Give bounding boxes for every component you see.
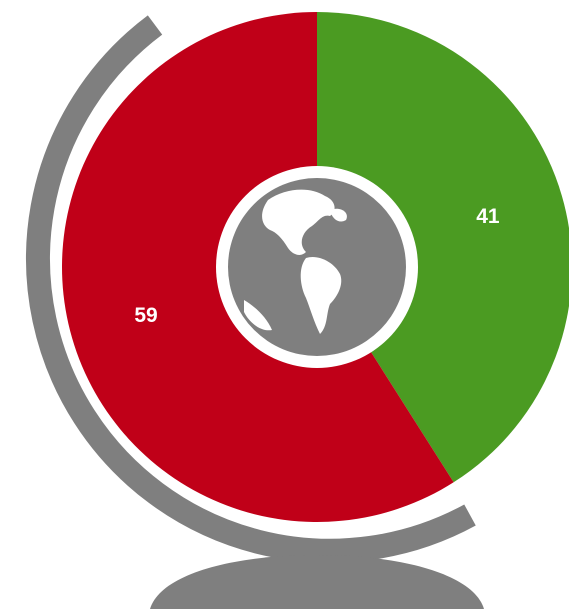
icon-continent: [244, 300, 272, 331]
value-label: 41: [476, 205, 500, 228]
pie-slice: [317, 12, 569, 483]
icon-continent: [300, 256, 342, 334]
value-label: 59: [134, 304, 157, 327]
globe-stand-arc: [26, 15, 476, 563]
icon-continent: [330, 208, 347, 222]
globe-base: [150, 555, 484, 609]
value-labels: 41 59: [134, 205, 500, 327]
icon-continent: [262, 189, 335, 255]
globe-icon: [216, 166, 418, 368]
